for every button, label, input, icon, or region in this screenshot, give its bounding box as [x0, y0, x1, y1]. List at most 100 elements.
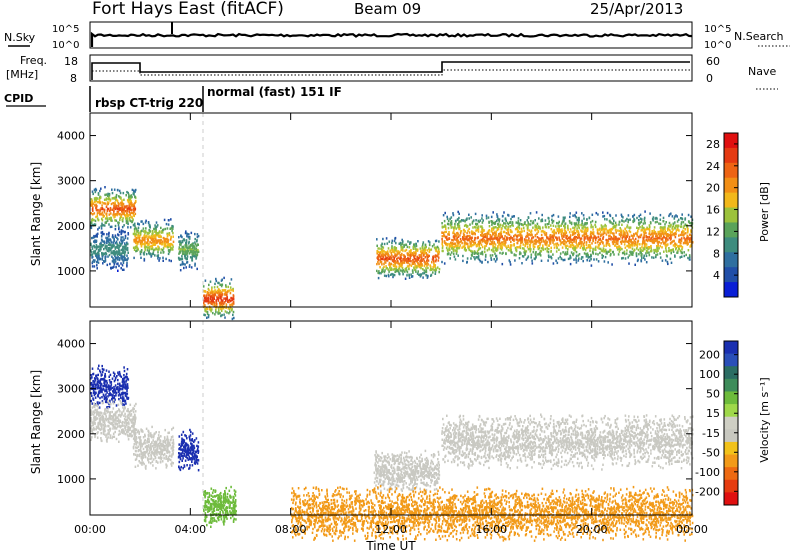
- echo-pixel: [420, 266, 422, 270]
- echo-pixel: [217, 308, 220, 311]
- echo-pixel: [458, 227, 460, 231]
- echo-pixel: [618, 220, 621, 224]
- echo-pixel: [116, 213, 119, 217]
- echo-pixel: [94, 379, 96, 382]
- echo-pixel: [172, 235, 174, 238]
- echo-pixel: [538, 247, 541, 250]
- echo-pixel: [93, 250, 95, 253]
- echo-pixel: [420, 264, 422, 268]
- echo-pixel: [456, 247, 458, 250]
- echo-pixel: [90, 374, 92, 377]
- echo-pixel: [411, 252, 414, 255]
- echo-pixel: [448, 233, 450, 236]
- echo-pixel: [594, 246, 597, 250]
- echo-pixel: [120, 232, 122, 236]
- echo-pixel: [492, 228, 495, 231]
- echo-pixel: [482, 219, 484, 222]
- echo-pixel: [665, 246, 667, 250]
- echo-pixel: [188, 233, 190, 236]
- echo-pixel: [580, 237, 583, 240]
- echo-pixel: [103, 247, 105, 251]
- echo-pixel: [431, 268, 434, 271]
- colorbar-segment: [724, 207, 738, 223]
- echo-pixel: [614, 244, 617, 247]
- echo-pixel: [677, 228, 679, 231]
- echo-pixel: [107, 387, 110, 390]
- echo-pixel: [104, 193, 106, 197]
- echo-pixel: [232, 287, 234, 291]
- colorbar-segment: [724, 147, 738, 164]
- echo-pixel: [111, 255, 113, 258]
- echo-pixel: [461, 241, 463, 245]
- echo-pixel: [653, 226, 656, 229]
- echo-pixel: [449, 245, 451, 248]
- echo-pixel: [449, 221, 452, 224]
- echo-pixel: [435, 268, 438, 271]
- echo-pixel: [518, 245, 521, 249]
- echo-pixel: [126, 190, 128, 194]
- echo-pixel: [484, 233, 486, 236]
- echo-pixel: [123, 369, 126, 373]
- echo-pixel: [496, 219, 498, 222]
- echo-pixel: [193, 245, 196, 248]
- echo-pixel: [208, 283, 210, 287]
- echo-pixel: [96, 264, 98, 267]
- echo-pixel: [422, 257, 425, 261]
- echo-pixel: [191, 250, 193, 254]
- echo-pixel: [466, 242, 468, 246]
- echo-pixel: [108, 250, 110, 253]
- echo-pixel: [683, 254, 686, 258]
- echo-pixel: [116, 205, 118, 208]
- echo-pixel: [124, 375, 127, 379]
- echo-pixel: [557, 215, 560, 218]
- echo-pixel: [523, 222, 526, 225]
- echo-pixel: [147, 246, 149, 250]
- echo-pixel: [605, 250, 608, 253]
- echo-pixel: [529, 250, 532, 253]
- echo-pixel: [526, 231, 529, 235]
- echo-pixel: [471, 232, 473, 235]
- echo-pixel: [105, 393, 107, 396]
- echo-pixel: [104, 384, 106, 387]
- echo-pixel: [185, 230, 187, 233]
- echo-pixel: [166, 238, 169, 241]
- echo-pixel: [609, 221, 611, 224]
- echo-pixel: [156, 232, 158, 235]
- echo-pixel: [409, 252, 412, 256]
- echo-pixel: [469, 244, 472, 248]
- echo-pixel: [100, 231, 103, 234]
- echo-pixel: [132, 214, 135, 217]
- echo-pixel: [468, 248, 471, 252]
- echo-pixel: [589, 245, 591, 249]
- echo-pixel: [227, 307, 230, 310]
- echo-pixel: [112, 266, 114, 269]
- echo-pixel: [584, 233, 586, 236]
- echo-pixel: [97, 402, 99, 405]
- echo-pixel: [517, 239, 519, 242]
- echo-pixel: [458, 212, 460, 215]
- echo-pixel: [555, 236, 558, 239]
- echo-pixel: [503, 244, 506, 247]
- echo-pixel: [527, 235, 529, 238]
- echo-pixel: [572, 226, 574, 230]
- echo-pixel: [538, 241, 540, 244]
- echo-pixel: [124, 250, 126, 253]
- echo-pixel: [422, 241, 425, 244]
- echo-pixel: [122, 217, 124, 220]
- echo-pixel: [541, 236, 544, 240]
- echo-pixel: [95, 215, 97, 219]
- echo-pixel: [570, 256, 572, 259]
- echo-pixel: [117, 223, 120, 227]
- echo-pixel: [575, 250, 578, 254]
- echo-pixel: [540, 239, 543, 242]
- echo-pixel: [626, 235, 628, 238]
- echo-pixel: [578, 242, 581, 246]
- echo-pixel: [206, 312, 209, 316]
- echo-pixel: [109, 412, 111, 416]
- echo-pixel: [687, 227, 689, 231]
- echo-pixel: [116, 207, 119, 210]
- echo-pixel: [414, 264, 416, 267]
- echo-pixel: [395, 241, 397, 245]
- echo-pixel: [591, 213, 594, 216]
- echo-pixel: [381, 242, 383, 245]
